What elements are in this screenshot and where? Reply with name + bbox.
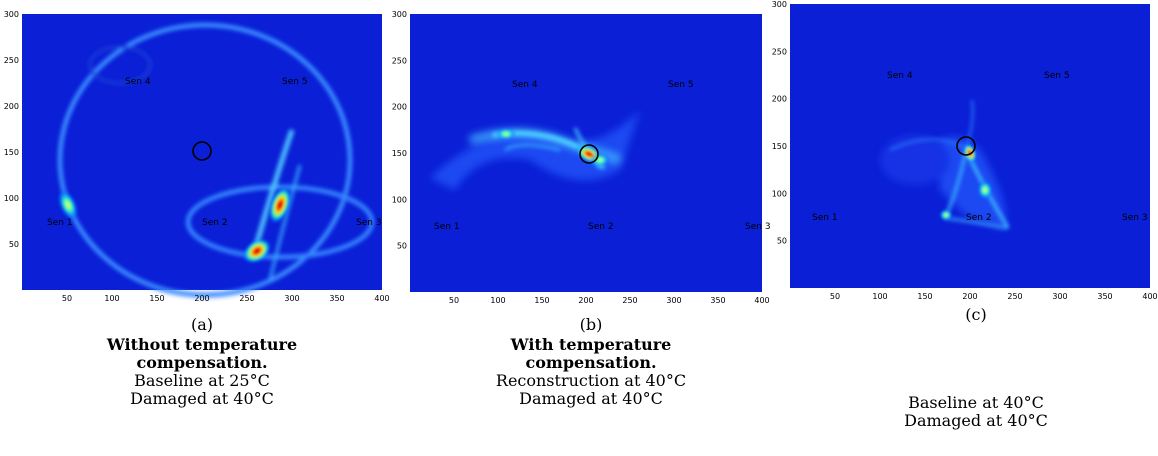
x-tick-label: 350 [710,296,725,305]
caption-line-2: Damaged at 40°C [519,389,663,408]
y-tick-label: 200 [392,103,407,112]
y-tick-label: 150 [772,142,787,151]
caption-bold-line-2: compensation. [136,353,268,372]
x-tick-label: 250 [239,294,254,303]
sensor-label-4: Sen 4 [125,77,151,87]
sensor-label-1: Sen 1 [434,222,460,232]
y-tick-label: 100 [392,195,407,204]
x-tick-label: 200 [962,292,977,301]
axis-ticks: 50 100 150 200 250 300 350 400 50 100 150 200 250 300 [392,10,770,305]
damage-marker [579,144,599,164]
x-tick-label: 400 [374,294,389,303]
axis-ticks: 50 100 150 200 250 300 350 400 50 100 150 200 250 300 [4,10,390,303]
sensor-label-2: Sen 2 [966,213,992,223]
heatmap-panel-b: Sen 1 Sen 2 Sen 3 Sen 4 Sen 5 50 100 150 20… [392,10,771,305]
caption-b: (b) With temperature compensation. Recon… [461,316,721,408]
caption-label: (b) [579,315,603,334]
heatmap-panel-a: Sen 1 Sen 2 Sen 3 Sen 4 Sen 5 50 100 150 20… [4,10,390,303]
x-tick-label: 200 [578,296,593,305]
caption-line-1: Reconstruction at 40°C [495,371,687,390]
caption-line-1: Baseline at 25°C [134,371,270,390]
x-tick-label: 400 [1142,292,1157,301]
x-tick-label: 100 [104,294,119,303]
x-tick-label: 250 [1007,292,1022,301]
sensor-label-5: Sen 5 [282,77,308,87]
y-tick-label: 100 [772,189,787,198]
x-tick-label: 50 [830,292,840,301]
caption-a: (a) Without temperature compensation. Ba… [72,316,332,408]
y-tick-label: 300 [772,0,787,9]
hotspots [57,185,292,264]
sensor-label-3: Sen 3 [745,222,771,232]
caption-bold-line-2: compensation. [525,353,657,372]
x-tick-label: 350 [329,294,344,303]
x-tick-label: 200 [194,294,209,303]
sensor-label-5: Sen 5 [668,80,694,90]
sensor-label-4: Sen 4 [512,80,538,90]
damage-marker [192,141,212,161]
caption-c: (c) Baseline at 40°C Damaged at 40°C [846,306,1106,430]
x-tick-label: 100 [872,292,887,301]
y-tick-label: 250 [772,47,787,56]
x-tick-label: 250 [622,296,637,305]
hotspots [496,128,610,167]
sensor-label-4: Sen 4 [887,71,913,81]
caption-line-2: Damaged at 40°C [904,411,1048,430]
y-tick-label: 250 [4,56,19,65]
caption-label: (a) [190,315,214,334]
x-tick-label: 300 [666,296,681,305]
y-tick-label: 200 [4,102,19,111]
y-tick-label: 150 [4,148,19,157]
x-tick-label: 400 [754,296,769,305]
hotspots [939,143,993,221]
caption-bold-line-1: Without temperature [106,335,298,354]
y-tick-label: 200 [772,95,787,104]
sensor-label-1: Sen 1 [47,218,73,228]
damage-marker [956,136,976,156]
x-tick-label: 150 [534,296,549,305]
sensor-label-1: Sen 1 [812,213,838,223]
y-tick-label: 300 [4,10,19,19]
sensor-label-2: Sen 2 [202,218,228,228]
y-tick-label: 150 [392,149,407,158]
y-tick-label: 50 [397,242,407,251]
axis-ticks: 50 100 150 200 250 300 350 400 50 100 150 200 250 300 [772,0,1158,301]
y-tick-label: 50 [777,237,787,246]
sensor-label-3: Sen 3 [1122,213,1148,223]
x-tick-label: 150 [917,292,932,301]
sensor-label-3: Sen 3 [356,218,382,228]
caption-line-2: Damaged at 40°C [130,389,274,408]
caption-bold-line-1: With temperature [510,335,672,354]
x-tick-label: 350 [1097,292,1112,301]
y-tick-label: 300 [392,10,407,19]
caption-line-1: Baseline at 40°C [908,393,1044,412]
x-tick-label: 150 [149,294,164,303]
x-tick-label: 300 [284,294,299,303]
sensor-label-5: Sen 5 [1044,71,1070,81]
wave-traces [57,22,375,298]
heatmap-background [22,14,382,290]
y-tick-label: 100 [4,194,19,203]
heatmap-panel-c: Sen 1 Sen 2 Sen 3 Sen 4 Sen 5 50 100 150 20… [772,0,1158,301]
sensor-label-2: Sen 2 [588,222,614,232]
caption-label: (c) [965,305,987,324]
x-tick-label: 50 [449,296,459,305]
y-tick-label: 50 [9,240,19,249]
x-tick-label: 50 [62,294,72,303]
y-tick-label: 250 [392,56,407,65]
x-tick-label: 100 [490,296,505,305]
x-tick-label: 300 [1052,292,1067,301]
